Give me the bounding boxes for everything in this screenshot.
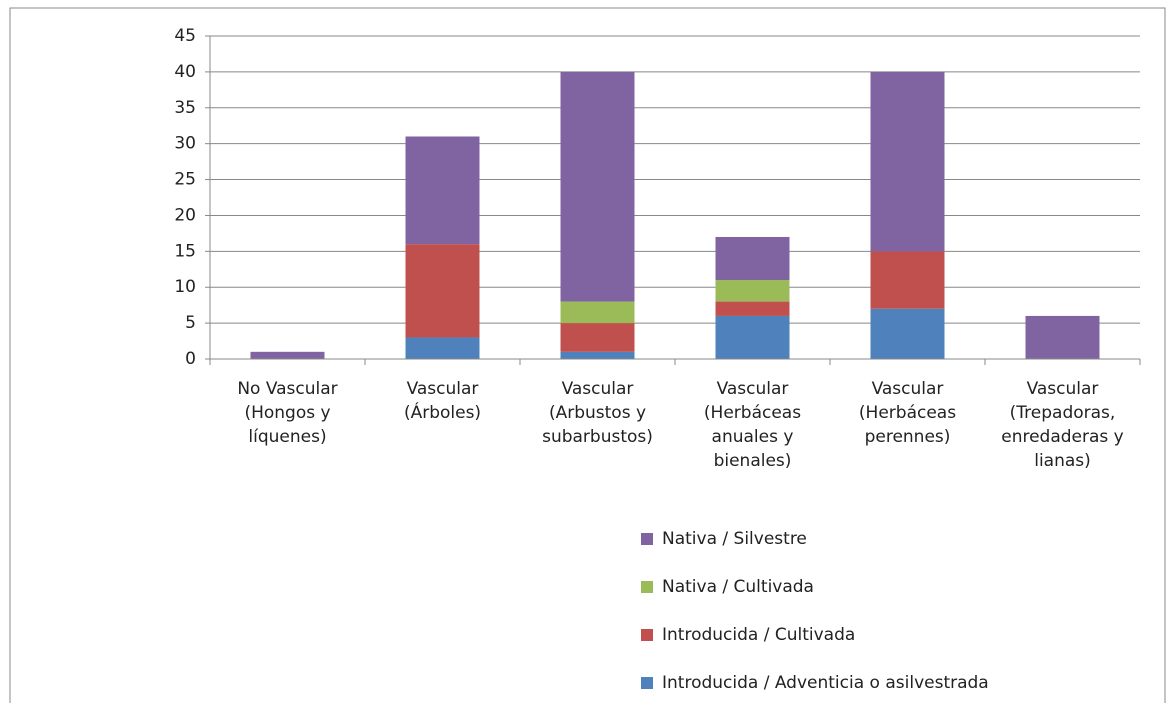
y-tick-label: 30	[174, 134, 196, 154]
y-tick-label: 45	[174, 26, 196, 46]
bar-segment	[1025, 315, 1100, 359]
x-tick-label: No Vascular (Hongos y líquenes)	[237, 379, 338, 447]
y-tick-label: 5	[185, 313, 196, 333]
x-tick-label: Vascular (Arbustos y subarbustos)	[542, 379, 653, 447]
bar-segment	[715, 315, 790, 359]
bar-segment	[560, 301, 635, 324]
x-tick-label: Vascular (Árboles)	[403, 379, 482, 423]
y-tick-label: 20	[174, 205, 196, 225]
y-tick-label: 25	[174, 170, 196, 190]
legend-swatch	[641, 629, 653, 641]
y-tick-label: 40	[174, 62, 196, 82]
bar-segment	[715, 280, 790, 302]
legend-label: Nativa / Cultivada	[662, 577, 814, 597]
legend-swatch	[641, 677, 653, 689]
bar-segment	[870, 71, 945, 252]
x-tick-label: Vascular (Herbáceas anuales y bienales)	[703, 379, 802, 471]
x-tick-label: Vascular (Herbáceas perennes)	[858, 379, 957, 447]
chart-border	[9, 7, 1166, 703]
bar-segment	[870, 308, 945, 359]
bar-segment	[560, 71, 635, 302]
bar-segment	[405, 337, 480, 359]
bar-segment	[715, 236, 790, 281]
y-tick-label: 35	[174, 98, 196, 118]
bar-segment	[405, 136, 480, 245]
legend-swatch	[641, 581, 653, 593]
bar-segment	[715, 301, 790, 316]
bar-segment	[560, 351, 635, 359]
bar-segment	[560, 323, 635, 352]
bar-segment	[250, 351, 325, 359]
bar-segment	[405, 244, 480, 338]
bar-segment	[870, 251, 945, 309]
legend-swatch	[641, 533, 653, 545]
y-tick-label: 10	[174, 277, 196, 297]
legend-label: Introducida / Cultivada	[662, 625, 855, 645]
y-tick-label: 15	[174, 241, 196, 261]
x-tick-label: Vascular (Trepadoras, enredaderas y lian…	[1001, 379, 1124, 471]
y-tick-label: 0	[185, 349, 196, 369]
legend-label: Introducida / Adventicia o asilvestrada	[662, 673, 989, 693]
legend-label: Nativa / Silvestre	[662, 529, 807, 549]
